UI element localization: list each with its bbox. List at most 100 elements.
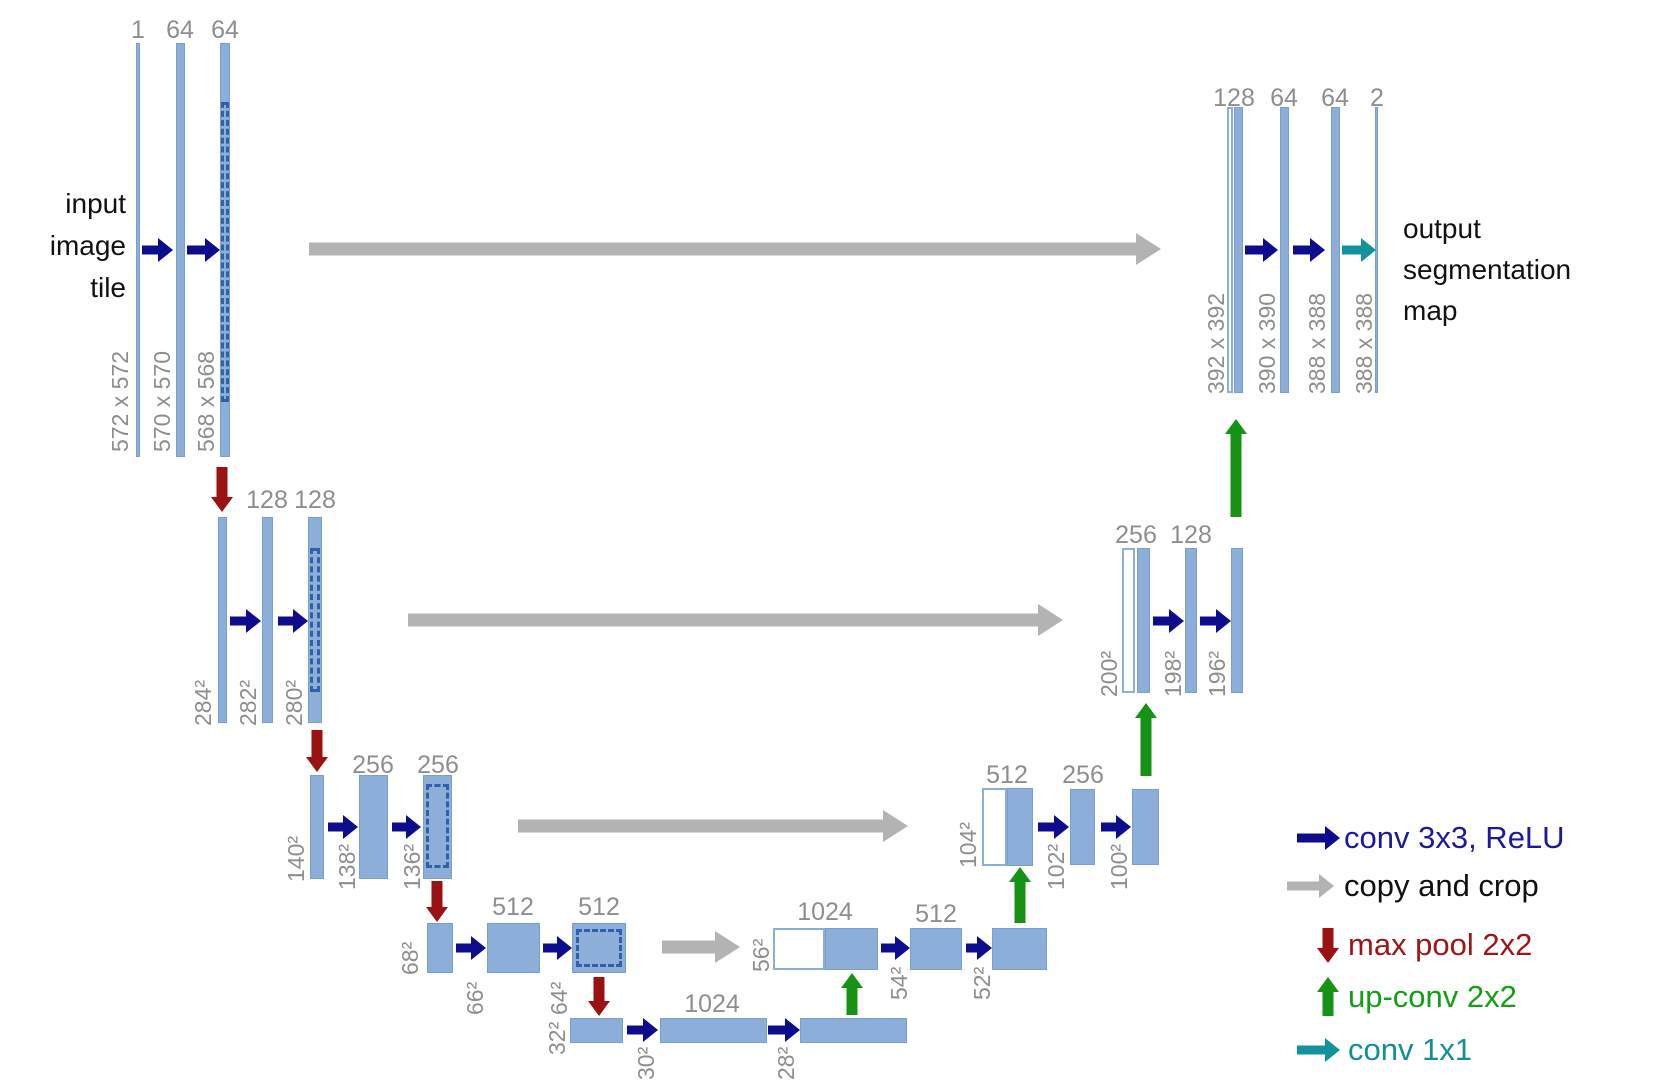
conv-arrow bbox=[881, 936, 910, 960]
conv-1x1-arrow-icon bbox=[1297, 1038, 1340, 1062]
feature-map bbox=[1280, 107, 1289, 393]
channels-label: 2 bbox=[1370, 84, 1384, 112]
feature-map bbox=[910, 928, 962, 970]
feature-map bbox=[262, 517, 273, 723]
copy-crop-arrow bbox=[309, 233, 1161, 265]
size-label: 572 x 572 bbox=[107, 350, 133, 452]
label-line: input bbox=[65, 188, 126, 219]
size-label: 56² bbox=[748, 938, 774, 972]
conv-arrow bbox=[142, 238, 173, 262]
conv-arrow bbox=[1293, 238, 1325, 262]
size-label: 52² bbox=[969, 966, 995, 1000]
crop-outline bbox=[310, 548, 320, 692]
size-label: 136² bbox=[399, 843, 425, 890]
label-line: tile bbox=[90, 272, 126, 303]
feature-map bbox=[1070, 789, 1095, 865]
up-conv-arrow bbox=[1225, 419, 1247, 517]
crop-outline bbox=[576, 929, 622, 967]
conv-arrow bbox=[768, 1018, 800, 1042]
feature-map bbox=[570, 1018, 623, 1043]
size-label: 102² bbox=[1043, 843, 1069, 890]
size-label: 140² bbox=[283, 835, 309, 882]
conv-arrow bbox=[230, 609, 261, 633]
feature-map bbox=[800, 1018, 907, 1043]
feature-map bbox=[136, 43, 140, 457]
feature-map bbox=[1137, 548, 1150, 693]
size-label: 54² bbox=[886, 966, 912, 1000]
feature-map bbox=[1234, 107, 1243, 393]
copy-crop-arrow-icon bbox=[1287, 874, 1334, 898]
channels-label: 128 bbox=[1170, 521, 1212, 549]
input-image-tile-label: input image tile bbox=[18, 183, 126, 309]
copied-feature-map bbox=[1122, 548, 1135, 693]
size-label: 390 x 390 bbox=[1254, 292, 1280, 394]
size-label: 64² bbox=[546, 981, 572, 1015]
feature-map bbox=[660, 1018, 767, 1043]
size-label: 388 x 388 bbox=[1304, 292, 1330, 394]
channels-label: 512 bbox=[915, 900, 957, 928]
channels-label: 512 bbox=[986, 761, 1028, 789]
feature-map bbox=[992, 928, 1047, 970]
size-label: 282² bbox=[235, 679, 261, 726]
channels-label: 128 bbox=[294, 486, 336, 514]
feature-map bbox=[487, 923, 540, 973]
conv-arrow bbox=[1153, 609, 1184, 633]
size-label: 196² bbox=[1204, 650, 1230, 697]
conv-arrow bbox=[328, 815, 358, 839]
conv-arrow bbox=[278, 609, 308, 633]
conv-arrow bbox=[1245, 238, 1278, 262]
size-label: 104² bbox=[955, 821, 981, 868]
up-conv-arrow bbox=[1135, 703, 1157, 776]
channels-label: 128 bbox=[246, 486, 288, 514]
up-conv-arrow bbox=[841, 973, 863, 1015]
channels-label: 1 bbox=[131, 16, 145, 44]
channels-label: 64 bbox=[166, 16, 194, 44]
legend-label: max pool 2x2 bbox=[1348, 927, 1533, 962]
size-label: 28² bbox=[773, 1046, 799, 1080]
legend-label: conv 3x3, ReLU bbox=[1344, 820, 1565, 855]
conv-arrow-icon bbox=[1297, 826, 1340, 850]
size-label: 66² bbox=[462, 981, 488, 1015]
conv-arrow bbox=[1200, 609, 1231, 633]
size-label: 32² bbox=[544, 1021, 570, 1055]
feature-map bbox=[220, 43, 230, 457]
copied-feature-map bbox=[1227, 107, 1233, 393]
max-pool-arrow bbox=[426, 881, 448, 922]
label-line: output bbox=[1403, 213, 1481, 244]
size-label: 30² bbox=[633, 1046, 659, 1080]
channels-label: 256 bbox=[1062, 761, 1104, 789]
size-label: 198² bbox=[1160, 650, 1186, 697]
copied-feature-map bbox=[773, 928, 825, 970]
feature-map bbox=[1231, 548, 1243, 693]
label-line: segmentation bbox=[1403, 254, 1572, 285]
channels-label: 512 bbox=[578, 893, 620, 921]
size-label: 392 x 392 bbox=[1203, 292, 1229, 394]
conv-arrow bbox=[1101, 815, 1131, 839]
feature-map bbox=[176, 43, 185, 457]
channels-label: 64 bbox=[211, 16, 239, 44]
output-segmentation-map-label: output segmentation map bbox=[1403, 208, 1571, 331]
conv-arrow bbox=[456, 936, 486, 960]
feature-map bbox=[427, 923, 453, 973]
label-line: map bbox=[1403, 295, 1458, 326]
feature-map bbox=[359, 775, 388, 879]
conv-arrow bbox=[392, 815, 421, 839]
copied-feature-map bbox=[982, 788, 1007, 866]
feature-map bbox=[1007, 788, 1033, 866]
copy-crop-arrow bbox=[662, 931, 740, 963]
legend-label: copy and crop bbox=[1344, 868, 1539, 903]
channels-label: 256 bbox=[352, 751, 394, 779]
conv-arrow bbox=[627, 1018, 658, 1042]
legend-label: up-conv 2x2 bbox=[1348, 979, 1517, 1014]
feature-map bbox=[1132, 789, 1159, 865]
channels-label: 512 bbox=[492, 893, 534, 921]
size-label: 570 x 570 bbox=[149, 350, 175, 452]
conv-1x1-arrow bbox=[1342, 238, 1376, 262]
size-label: 280² bbox=[281, 679, 307, 726]
legend-label: conv 1x1 bbox=[1348, 1032, 1473, 1067]
conv-arrow bbox=[543, 936, 572, 960]
size-label: 388 x 388 bbox=[1351, 292, 1377, 394]
size-label: 68² bbox=[397, 941, 423, 975]
channels-label: 256 bbox=[1115, 521, 1157, 549]
